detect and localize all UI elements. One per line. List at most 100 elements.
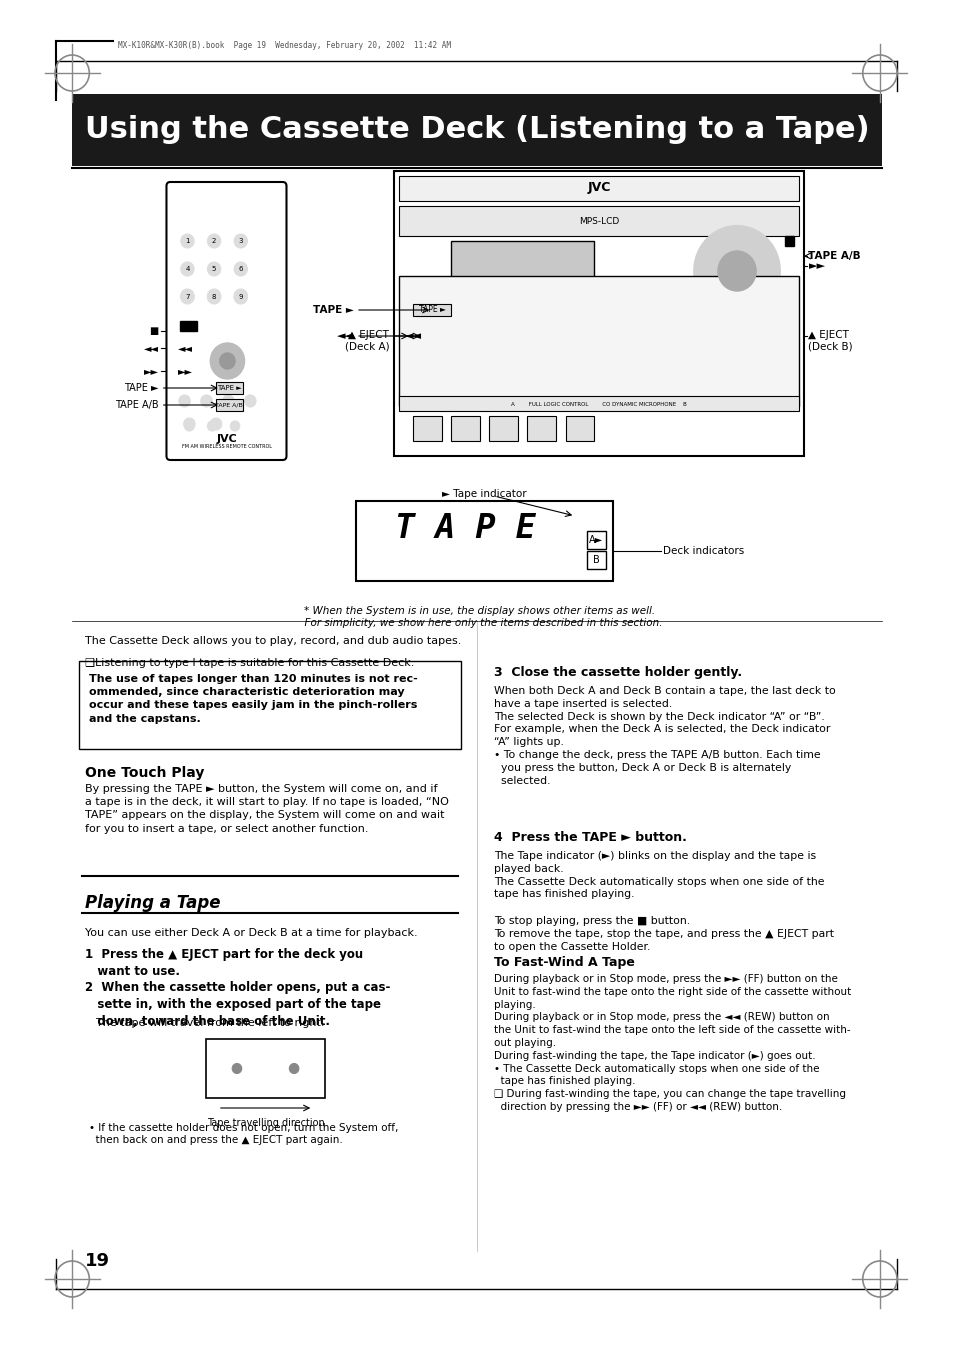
Text: FM AM WIRELESS REMOTE CONTROL: FM AM WIRELESS REMOTE CONTROL <box>182 444 273 450</box>
Circle shape <box>289 1063 298 1074</box>
Text: 4  Press the TAPE ► button.: 4 Press the TAPE ► button. <box>494 831 686 844</box>
Text: Using the Cassette Deck (Listening to a Tape): Using the Cassette Deck (Listening to a … <box>85 115 868 145</box>
Text: T A P E: T A P E <box>395 512 536 546</box>
Text: ▲ EJECT
(Deck A): ▲ EJECT (Deck A) <box>344 330 389 351</box>
Text: ► Tape indicator: ► Tape indicator <box>442 489 526 499</box>
Circle shape <box>180 234 193 249</box>
Bar <box>413 304 451 316</box>
Text: 1  Press the ▲ EJECT part for the deck you
   want to use.: 1 Press the ▲ EJECT part for the deck yo… <box>85 948 362 978</box>
Bar <box>398 276 798 407</box>
Circle shape <box>207 422 216 431</box>
Text: Tape travelling direction: Tape travelling direction <box>207 1119 324 1128</box>
Circle shape <box>244 394 255 407</box>
Text: ◄◄: ◄◄ <box>404 331 421 340</box>
Circle shape <box>207 234 220 249</box>
Text: 5: 5 <box>212 266 216 272</box>
Text: ◄◄: ◄◄ <box>144 343 159 353</box>
Text: 2  When the cassette holder opens, put a cas-
   sette in, with the exposed part: 2 When the cassette holder opens, put a … <box>85 981 390 1028</box>
FancyBboxPatch shape <box>72 95 881 166</box>
Text: 6: 6 <box>238 266 243 272</box>
Text: Playing a Tape: Playing a Tape <box>85 894 220 912</box>
Text: 1: 1 <box>185 238 190 245</box>
Circle shape <box>207 290 220 304</box>
Text: 8: 8 <box>212 295 216 300</box>
Text: ◄◄: ◄◄ <box>336 331 354 340</box>
Text: To stop playing, press the ■ button.
To remove the tape, stop the tape, and pres: To stop playing, press the ■ button. To … <box>494 916 833 952</box>
Text: ❑Listening to type I tape is suitable for this Cassette Deck.: ❑Listening to type I tape is suitable fo… <box>85 658 414 667</box>
Text: TAPE ►: TAPE ► <box>124 382 159 393</box>
Text: * When the System is in use, the display shows other items as well.
  For simpli: * When the System is in use, the display… <box>297 607 661 628</box>
Circle shape <box>230 422 239 431</box>
Text: Deck indicators: Deck indicators <box>662 546 743 557</box>
Text: A        FULL LOGIC CONTROL        CO DYNAMIC MICROPHONE    B: A FULL LOGIC CONTROL CO DYNAMIC MICROPHO… <box>511 401 686 407</box>
Text: ◄◄: ◄◄ <box>177 343 193 353</box>
Text: TAPE ►: TAPE ► <box>418 305 445 315</box>
Circle shape <box>180 289 193 303</box>
Bar <box>489 416 517 440</box>
FancyBboxPatch shape <box>166 182 286 459</box>
FancyBboxPatch shape <box>206 1039 324 1098</box>
Text: B: B <box>592 555 598 565</box>
Text: JVC: JVC <box>217 434 237 444</box>
Bar <box>215 399 242 411</box>
Text: TAPE A/B: TAPE A/B <box>807 251 861 261</box>
Circle shape <box>232 1063 241 1074</box>
Bar <box>565 416 594 440</box>
Text: During playback or in Stop mode, press the ►► (FF) button on the
Unit to fast-wi: During playback or in Stop mode, press t… <box>494 974 850 1112</box>
Circle shape <box>183 417 194 430</box>
Circle shape <box>233 289 247 303</box>
Text: 4: 4 <box>185 266 190 272</box>
Text: The Cassette Deck allows you to play, record, and dub audio tapes.: The Cassette Deck allows you to play, re… <box>85 636 460 646</box>
Bar <box>398 176 798 201</box>
Text: • If the cassette holder does not open, turn the System off,
  then back on and : • If the cassette holder does not open, … <box>90 1123 398 1146</box>
Circle shape <box>210 343 244 380</box>
Circle shape <box>210 417 221 430</box>
Circle shape <box>279 1054 308 1084</box>
FancyBboxPatch shape <box>79 661 460 748</box>
Text: TAPE ►: TAPE ► <box>313 305 354 315</box>
Text: 3: 3 <box>238 238 243 245</box>
Circle shape <box>180 290 193 304</box>
Text: One Touch Play: One Touch Play <box>85 766 204 780</box>
Circle shape <box>718 251 756 290</box>
Text: 7: 7 <box>185 295 190 300</box>
Bar <box>527 416 556 440</box>
Circle shape <box>219 353 234 369</box>
Text: TAPE A/B: TAPE A/B <box>215 403 243 408</box>
Text: By pressing the TAPE ► button, the System will come on, and if
a tape is in the : By pressing the TAPE ► button, the Syste… <box>85 784 448 834</box>
Circle shape <box>180 262 193 276</box>
Text: 19: 19 <box>85 1252 110 1270</box>
Bar <box>586 531 605 549</box>
Bar <box>398 205 798 236</box>
Text: When both Deck A and Deck B contain a tape, the last deck to
have a tape inserte: When both Deck A and Deck B contain a ta… <box>494 686 835 785</box>
Bar <box>586 551 605 569</box>
Circle shape <box>694 226 780 316</box>
Text: ■: ■ <box>150 326 159 336</box>
Circle shape <box>200 394 212 407</box>
Text: A►: A► <box>588 535 602 544</box>
Circle shape <box>178 394 190 407</box>
Bar <box>451 240 594 290</box>
Bar <box>413 416 441 440</box>
Text: The tape will travel from the left to right.: The tape will travel from the left to ri… <box>96 1019 324 1028</box>
Text: TAPE ►: TAPE ► <box>216 385 241 390</box>
Text: ►►: ►► <box>807 261 824 272</box>
Text: ►►: ►► <box>177 366 193 376</box>
Circle shape <box>222 394 233 407</box>
FancyBboxPatch shape <box>394 172 802 457</box>
Bar <box>355 501 613 581</box>
Text: TAPE A/B: TAPE A/B <box>115 400 159 409</box>
Bar <box>451 416 479 440</box>
Text: 9: 9 <box>238 295 243 300</box>
Text: The Tape indicator (►) blinks on the display and the tape is
played back.
The Ca: The Tape indicator (►) blinks on the dis… <box>494 851 823 900</box>
Circle shape <box>184 422 193 431</box>
Text: The use of tapes longer than 120 minutes is not rec-
ommended, since characteris: The use of tapes longer than 120 minutes… <box>90 674 417 724</box>
Text: MPS-LCD: MPS-LCD <box>578 216 618 226</box>
Text: ▲ EJECT
(Deck B): ▲ EJECT (Deck B) <box>807 330 852 351</box>
Text: To Fast-Wind A Tape: To Fast-Wind A Tape <box>494 957 635 969</box>
Circle shape <box>207 262 220 276</box>
Text: 2: 2 <box>212 238 216 245</box>
Circle shape <box>233 262 247 276</box>
Circle shape <box>222 1054 251 1084</box>
Text: 3  Close the cassette holder gently.: 3 Close the cassette holder gently. <box>494 666 741 680</box>
